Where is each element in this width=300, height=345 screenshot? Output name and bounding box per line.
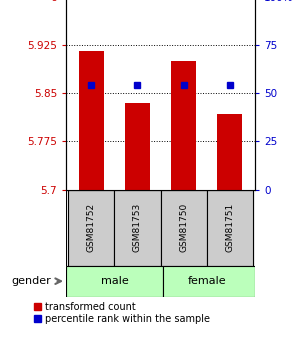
Text: GSM81753: GSM81753 xyxy=(133,203,142,252)
Bar xyxy=(114,190,160,266)
Text: male: male xyxy=(100,276,128,286)
Bar xyxy=(163,266,255,297)
Bar xyxy=(66,266,163,297)
Text: GSM81751: GSM81751 xyxy=(225,203,234,252)
Bar xyxy=(79,51,104,190)
Bar xyxy=(171,61,196,190)
Bar xyxy=(207,190,253,266)
Text: GSM81752: GSM81752 xyxy=(87,203,96,252)
Bar xyxy=(68,190,114,266)
Bar xyxy=(217,114,242,190)
Text: gender: gender xyxy=(11,276,51,286)
Bar xyxy=(125,103,150,190)
Legend: transformed count, percentile rank within the sample: transformed count, percentile rank withi… xyxy=(34,302,210,324)
Text: female: female xyxy=(187,276,226,286)
Text: GSM81750: GSM81750 xyxy=(179,203,188,252)
Bar xyxy=(160,190,207,266)
